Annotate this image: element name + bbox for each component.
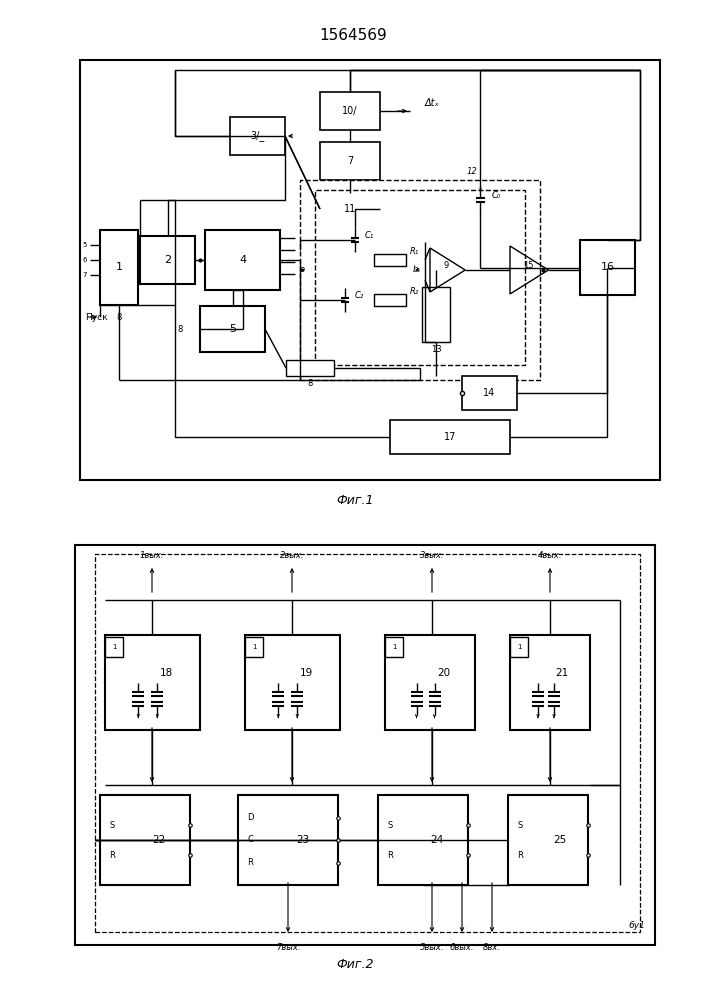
Text: 2вых.: 2вых. xyxy=(280,550,304,560)
Text: 22: 22 xyxy=(152,835,165,845)
Text: D: D xyxy=(247,813,253,822)
Text: 2: 2 xyxy=(164,255,171,265)
Text: 16: 16 xyxy=(600,262,614,272)
Bar xyxy=(238,795,338,885)
Text: S: S xyxy=(110,820,115,830)
Text: R₁: R₁ xyxy=(409,247,419,256)
Text: 7: 7 xyxy=(347,156,353,166)
Text: 1: 1 xyxy=(115,262,122,272)
Text: 11: 11 xyxy=(344,204,356,214)
Text: 8: 8 xyxy=(308,379,312,388)
Text: 4: 4 xyxy=(239,255,246,265)
Bar xyxy=(300,180,540,380)
Text: 8: 8 xyxy=(117,312,122,322)
Text: 5: 5 xyxy=(83,242,87,248)
Bar xyxy=(286,360,334,376)
Text: a: a xyxy=(300,265,305,274)
Text: 25: 25 xyxy=(554,835,566,845)
Text: 7вых.: 7вых. xyxy=(276,942,300,952)
Text: 8: 8 xyxy=(177,324,182,334)
Bar xyxy=(100,795,190,885)
Bar xyxy=(508,795,588,885)
Text: 12: 12 xyxy=(467,167,477,176)
Text: Δtₓ: Δtₓ xyxy=(425,98,440,108)
Text: R: R xyxy=(247,858,253,867)
Bar xyxy=(462,376,517,410)
Text: C: C xyxy=(247,836,253,844)
Text: 17: 17 xyxy=(444,432,456,442)
Bar xyxy=(105,637,123,657)
Text: 20: 20 xyxy=(437,668,450,678)
Text: 1: 1 xyxy=(517,644,521,650)
Text: 1: 1 xyxy=(252,644,256,650)
Bar xyxy=(390,420,510,454)
Bar xyxy=(320,142,380,180)
Text: R: R xyxy=(109,850,115,859)
Text: 9: 9 xyxy=(443,261,449,270)
Bar xyxy=(315,190,525,365)
Text: 23: 23 xyxy=(296,835,310,845)
Text: 3вых.: 3вых. xyxy=(420,550,444,560)
Bar xyxy=(385,637,403,657)
Bar xyxy=(230,117,285,155)
Bar xyxy=(245,637,263,657)
Bar xyxy=(510,637,528,657)
Bar xyxy=(378,795,468,885)
Text: 1: 1 xyxy=(112,644,116,650)
Text: 5: 5 xyxy=(229,324,236,334)
Text: 21: 21 xyxy=(556,668,568,678)
Text: 13: 13 xyxy=(431,346,441,355)
Bar xyxy=(580,240,635,295)
Bar xyxy=(422,287,450,342)
Text: 1вых.: 1вых. xyxy=(140,550,164,560)
Text: R: R xyxy=(387,850,393,859)
Text: C₀: C₀ xyxy=(491,192,501,200)
Text: 6: 6 xyxy=(83,257,87,263)
Text: R: R xyxy=(517,850,523,859)
Text: 10/: 10/ xyxy=(342,106,358,116)
Bar xyxy=(105,635,200,730)
Bar xyxy=(385,635,475,730)
Text: R₂: R₂ xyxy=(409,288,419,296)
Text: 1564569: 1564569 xyxy=(319,27,387,42)
Bar xyxy=(95,554,640,932)
Bar xyxy=(205,230,280,290)
Text: C₁: C₁ xyxy=(364,232,373,240)
Text: 19: 19 xyxy=(300,668,313,678)
Text: Пуск: Пуск xyxy=(85,312,107,322)
Bar xyxy=(245,635,340,730)
Text: 5вых.: 5вых. xyxy=(420,942,444,952)
Text: 8вх.: 8вх. xyxy=(483,942,501,952)
Text: 24: 24 xyxy=(430,835,443,845)
Bar xyxy=(100,230,138,305)
Bar xyxy=(80,60,660,480)
Bar xyxy=(200,306,265,352)
Text: 3/_: 3/_ xyxy=(250,131,264,141)
Bar xyxy=(320,92,380,130)
Text: 6вых.: 6вых. xyxy=(450,942,474,952)
Bar xyxy=(374,254,406,266)
Text: Фиг.2: Фиг.2 xyxy=(337,958,374,972)
Text: 7: 7 xyxy=(83,272,87,278)
Text: 15: 15 xyxy=(522,261,533,270)
Text: 14: 14 xyxy=(484,388,496,398)
Text: Фиг.1: Фиг.1 xyxy=(337,493,374,506)
Text: b: b xyxy=(412,265,418,274)
Text: 4вых.: 4вых. xyxy=(538,550,562,560)
Text: 1: 1 xyxy=(392,644,396,650)
Text: S: S xyxy=(518,820,522,830)
Text: C₂: C₂ xyxy=(354,292,363,300)
Bar xyxy=(374,294,406,306)
Text: 18: 18 xyxy=(160,668,173,678)
Bar xyxy=(320,193,380,225)
Text: 6у1: 6у1 xyxy=(628,920,645,930)
Bar xyxy=(140,236,195,284)
Bar xyxy=(75,545,655,945)
Bar xyxy=(510,635,590,730)
Text: S: S xyxy=(387,820,392,830)
